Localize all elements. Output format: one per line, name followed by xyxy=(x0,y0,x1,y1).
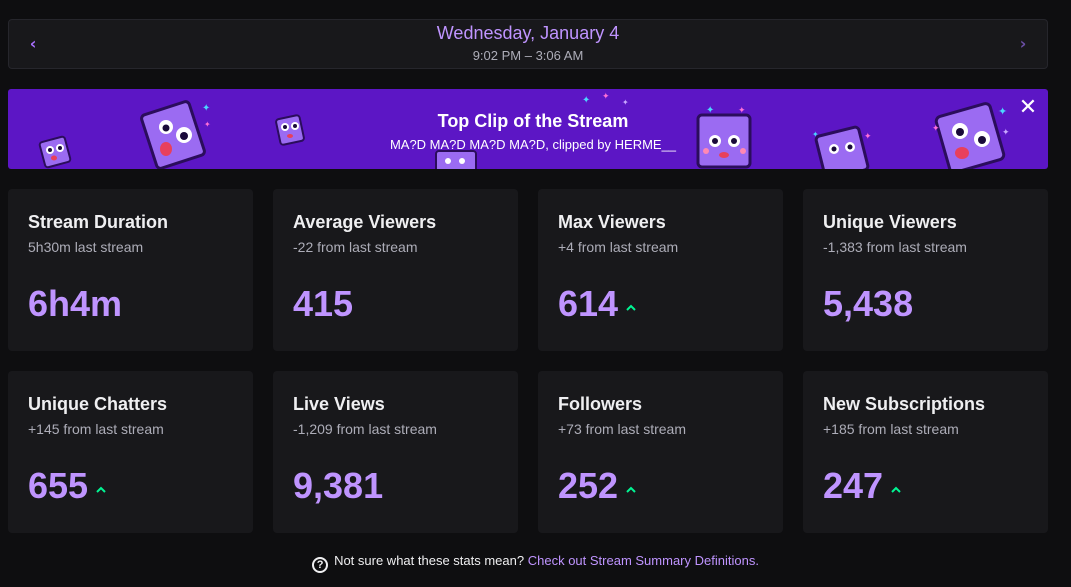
stat-title: Unique Chatters xyxy=(28,394,168,414)
svg-text:✦: ✦ xyxy=(706,105,714,116)
stat-comparison: +145 from last stream xyxy=(28,421,164,437)
svg-text:✦: ✦ xyxy=(812,130,819,139)
stat-card-stream-duration: Stream Duration 5h30m last stream 6h4m xyxy=(8,189,253,351)
trend-up-icon xyxy=(96,486,106,493)
trend-up-icon xyxy=(891,486,901,493)
svg-text:✦: ✦ xyxy=(204,120,211,129)
stat-card-unique-chatters: Unique Chatters +145 from last stream 65… xyxy=(8,371,253,533)
svg-text:✦: ✦ xyxy=(738,105,746,115)
svg-text:✦: ✦ xyxy=(622,98,629,107)
mascot-icon: ✦ ✦ ✦ xyxy=(932,102,1010,169)
stream-time-range: 9:02 PM – 3:06 AM xyxy=(472,48,584,63)
previous-stream-button[interactable]: ‹ xyxy=(29,34,37,53)
stat-title: Live Views xyxy=(293,394,385,414)
stream-date: Wednesday, January 4 xyxy=(436,23,620,43)
trend-up-icon xyxy=(626,486,636,493)
stat-comparison: -22 from last stream xyxy=(293,239,418,255)
stat-card-followers: Followers +73 from last stream 252 xyxy=(538,371,783,533)
top-clip-title: Top Clip of the Stream xyxy=(437,111,629,131)
stat-comparison: +185 from last stream xyxy=(823,421,959,437)
stat-title: New Subscriptions xyxy=(823,394,986,414)
stat-comparison: +73 from last stream xyxy=(558,421,686,437)
help-footer: ? Not sure what these stats mean? Check o… xyxy=(0,553,1071,573)
stat-comparison: 5h30m last stream xyxy=(28,239,144,255)
mascot-icon xyxy=(275,114,305,146)
stat-value: 9,381 xyxy=(293,465,384,506)
stat-value: 655 xyxy=(28,465,89,506)
date-navigator: ‹ Wednesday, January 4 9:02 PM – 3:06 AM… xyxy=(8,19,1048,69)
stat-comparison: -1,383 from last stream xyxy=(823,239,967,255)
stat-title: Stream Duration xyxy=(28,212,169,232)
stat-value: 247 xyxy=(823,465,884,506)
svg-text:✦: ✦ xyxy=(582,95,590,106)
svg-text:✦: ✦ xyxy=(998,106,1007,118)
mascot-icon: ✦ ✦ xyxy=(812,125,872,169)
mascot-icon: ✦ ✦ xyxy=(140,100,211,169)
stream-summary-definitions-link[interactable]: Check out Stream Summary Definitions. xyxy=(527,553,759,568)
stat-card-live-views: Live Views -1,209 from last stream 9,381 xyxy=(273,371,518,533)
svg-text:✦: ✦ xyxy=(1002,127,1010,137)
mascot-icon: ✦ ✦ xyxy=(696,105,752,169)
stat-value: 252 xyxy=(558,465,619,506)
stat-comparison: -1,209 from last stream xyxy=(293,421,437,437)
top-clip-info[interactable]: Top Clip of the Stream MA?D MA?D MA?D MA… xyxy=(8,111,1048,152)
stat-card-new-subscriptions: New Subscriptions +185 from last stream … xyxy=(803,371,1048,533)
top-clip-banner[interactable]: ✦ ✦ ✦ ✦ ✦ ✦ ✦ ✦ ✦ ✦ ✦ ✦ xyxy=(8,89,1048,169)
stat-title: Followers xyxy=(558,394,643,414)
stat-value: 415 xyxy=(293,283,354,324)
trend-up-icon xyxy=(626,304,636,311)
stat-card-average-viewers: Average Viewers -22 from last stream 415 xyxy=(273,189,518,351)
svg-text:✦: ✦ xyxy=(932,123,940,133)
svg-text:✦: ✦ xyxy=(202,103,210,114)
question-circle-icon: ? xyxy=(312,557,329,573)
close-banner-button[interactable]: ✕ xyxy=(1018,94,1038,119)
stat-card-max-viewers: Max Viewers +4 from last stream 614 xyxy=(538,189,783,351)
svg-text:✦: ✦ xyxy=(864,131,872,141)
stat-title: Average Viewers xyxy=(293,212,437,232)
help-text: Not sure what these stats mean? xyxy=(334,553,525,568)
stat-title: Unique Viewers xyxy=(823,212,957,232)
mascot-icon xyxy=(435,150,477,169)
svg-text:✦: ✦ xyxy=(602,91,610,101)
mascot-icon: ✦ ✦ ✦ xyxy=(582,91,629,107)
stat-comparison: +4 from last stream xyxy=(558,239,679,255)
stat-title: Max Viewers xyxy=(558,212,666,232)
mascot-icon xyxy=(38,135,72,169)
stat-value: 6h4m xyxy=(28,283,123,324)
stat-value: 5,438 xyxy=(823,283,914,324)
next-stream-button[interactable]: › xyxy=(1019,34,1027,53)
stat-value: 614 xyxy=(558,283,619,324)
stat-card-unique-viewers: Unique Viewers -1,383 from last stream 5… xyxy=(803,189,1048,351)
top-clip-subtitle: MA?D MA?D MA?D MA?D, clipped by HERME__ xyxy=(389,137,677,152)
